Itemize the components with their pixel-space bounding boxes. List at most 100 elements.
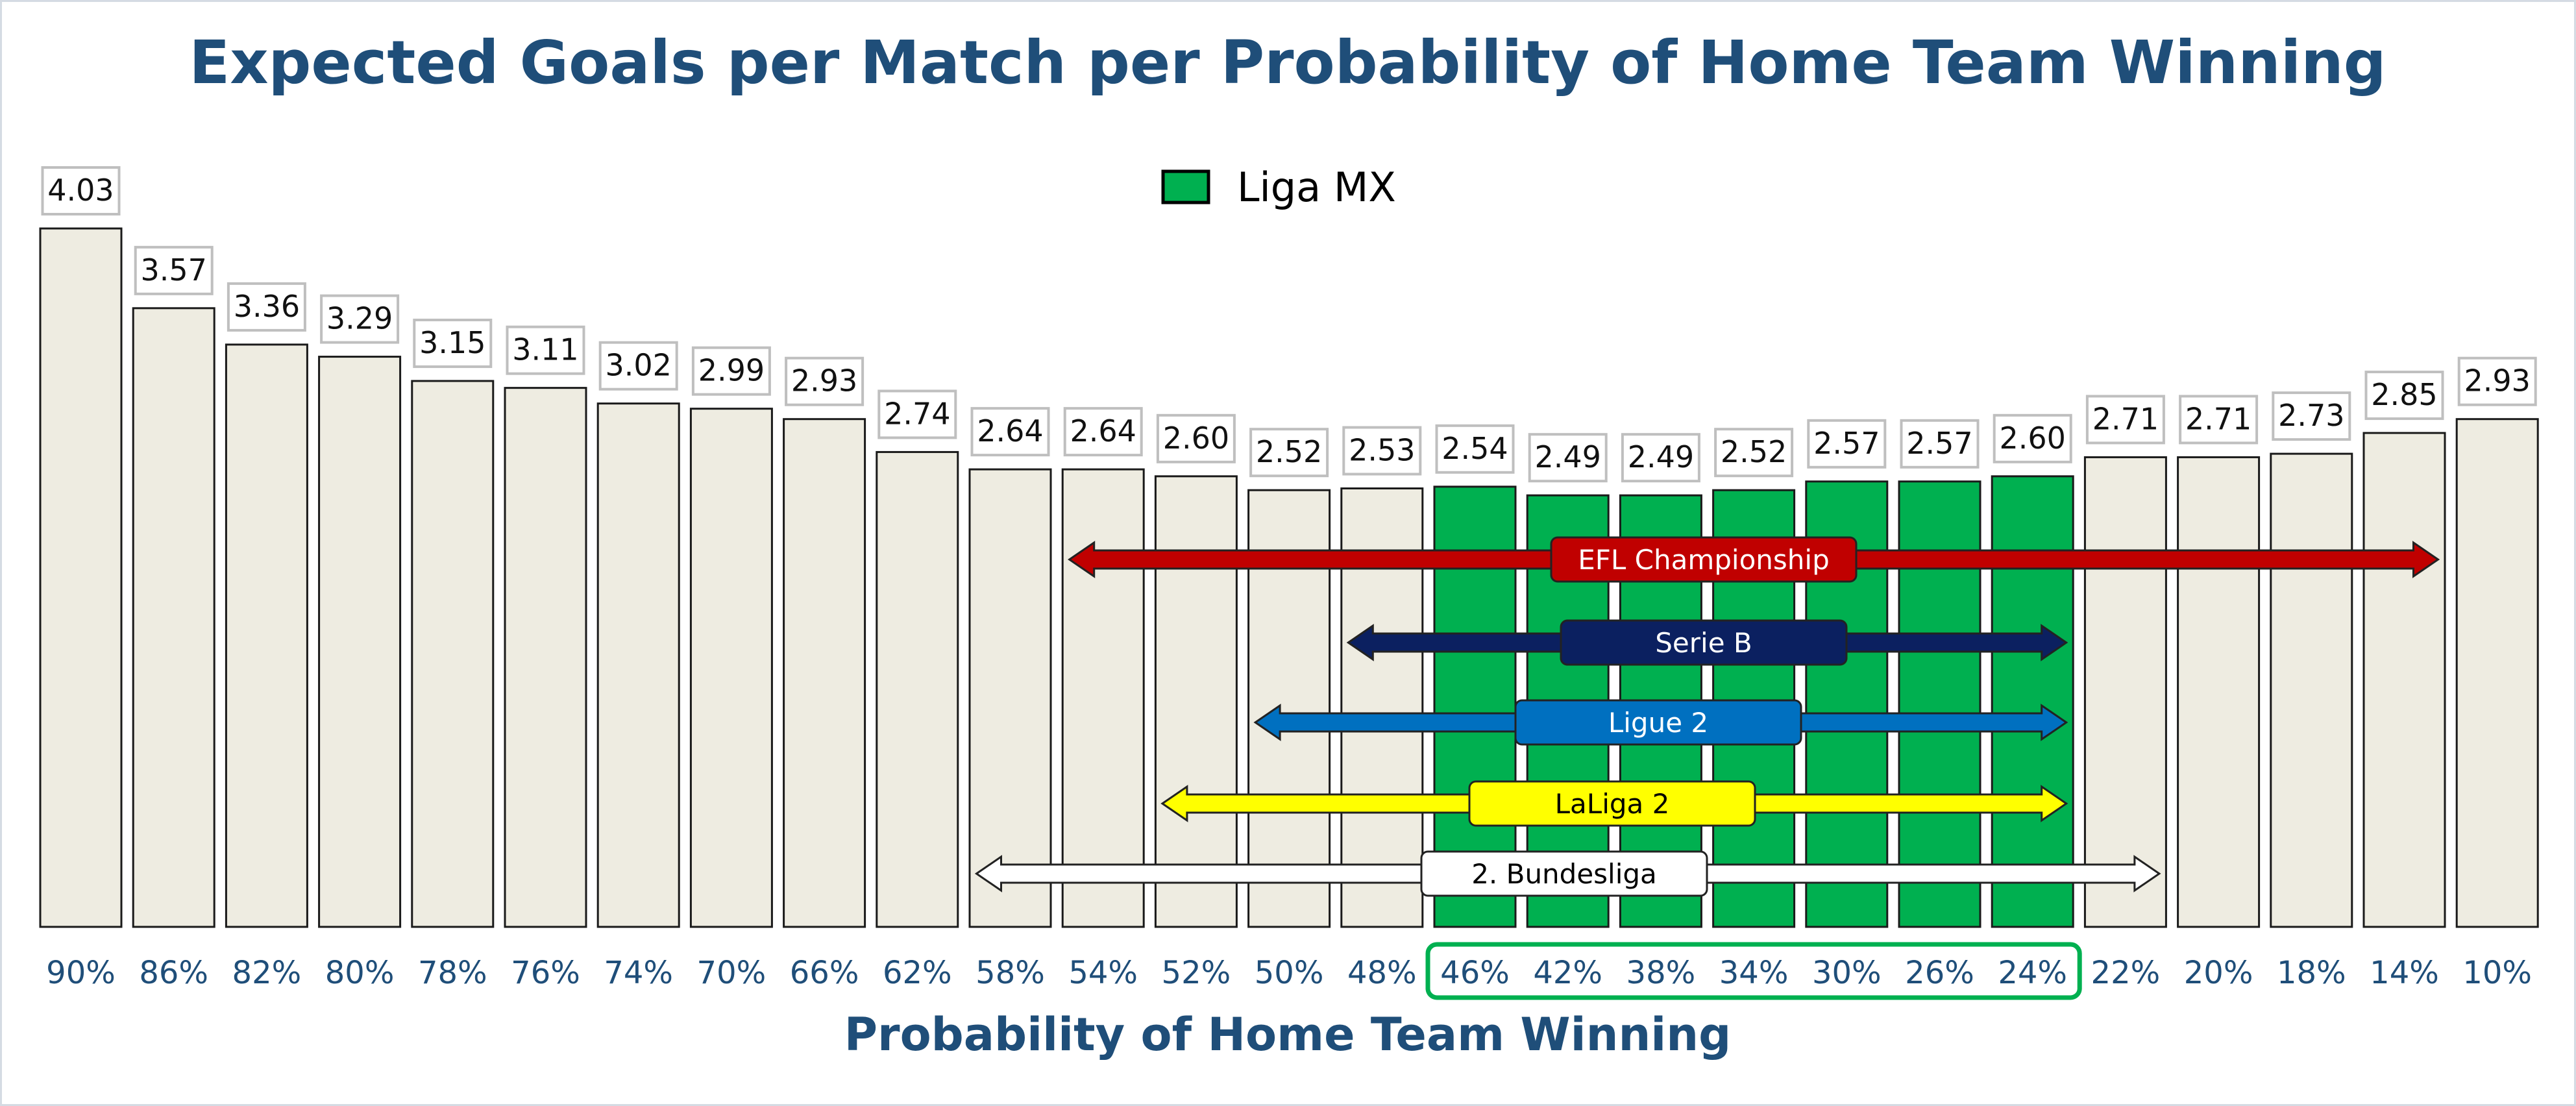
value-label-box <box>506 325 585 375</box>
range-label-box <box>1420 850 1708 897</box>
value-label: 2.64 <box>1070 413 1136 449</box>
value-label-box <box>1528 433 1608 483</box>
bar-78% <box>411 380 495 928</box>
range-label: Ligue 2 <box>1608 707 1708 739</box>
value-label: 2.93 <box>791 363 857 399</box>
x-tick-label: 14% <box>2370 955 2439 991</box>
highlight-bracket <box>1425 942 2082 1000</box>
value-label: 2.71 <box>2185 401 2251 436</box>
bar-18% <box>2270 452 2353 928</box>
value-label: 2.53 <box>1349 432 1415 467</box>
value-label: 2.57 <box>1813 426 1880 461</box>
value-label: 4.03 <box>47 173 114 208</box>
x-tick-label: 42% <box>1533 955 1602 991</box>
value-label-box <box>1063 407 1143 457</box>
bar-86% <box>132 307 215 928</box>
value-label-box <box>320 294 400 344</box>
x-tick-label: 50% <box>1255 955 1324 991</box>
value-label-box <box>691 346 771 396</box>
value-label: 2.93 <box>2464 363 2530 399</box>
bar-74% <box>596 402 680 928</box>
value-label: 2.49 <box>1534 439 1601 474</box>
x-tick-label: 58% <box>975 955 1045 991</box>
x-tick-label: 20% <box>2184 955 2253 991</box>
value-label: 2.54 <box>1441 431 1508 466</box>
x-tick-label: 90% <box>46 955 116 991</box>
value-label-box <box>2364 371 2444 421</box>
range-label-box <box>1550 536 1858 583</box>
x-tick-label: 76% <box>511 955 580 991</box>
value-label-box <box>227 282 306 332</box>
value-label-box <box>2179 395 2259 445</box>
value-label: 3.29 <box>326 301 393 336</box>
value-label-box <box>1900 419 1980 469</box>
x-tick-label: 70% <box>697 955 767 991</box>
bar-76% <box>504 387 587 928</box>
x-tick-label: 80% <box>325 955 395 991</box>
x-tick-label: 46% <box>1440 955 1510 991</box>
x-tick-label: 10% <box>2462 955 2532 991</box>
value-label-box <box>1249 428 1329 478</box>
value-label-box <box>785 356 865 406</box>
value-label: 2.74 <box>884 396 950 431</box>
value-label: 2.52 <box>1721 434 1787 469</box>
x-tick-label: 48% <box>1347 955 1417 991</box>
value-label: 3.57 <box>140 252 206 288</box>
range-label: EFL Championship <box>1578 544 1830 576</box>
value-label-box <box>877 389 957 439</box>
x-tick-label: 34% <box>1719 955 1789 991</box>
value-label: 2.52 <box>1256 434 1322 469</box>
value-label-box <box>2457 356 2537 406</box>
x-tick-label: 54% <box>1068 955 1138 991</box>
value-label: 2.85 <box>2371 377 2437 412</box>
x-tick-label: 78% <box>418 955 487 991</box>
x-tick-label: 26% <box>1905 955 1974 991</box>
range-arrows-group: EFL Championship Serie B Ligue 2 LaLiga 2 2.… <box>974 536 2440 897</box>
range-label: 2. Bundesliga <box>1471 858 1657 890</box>
x-axis-title: Probability of Home Team Winning <box>844 1008 1731 1061</box>
value-label-box <box>413 318 493 368</box>
range-label-box <box>1514 699 1802 746</box>
bar-90% <box>39 227 123 928</box>
legend: Liga MX <box>1161 164 1396 211</box>
range-label-box <box>1468 780 1756 827</box>
bar-22% <box>2083 456 2167 928</box>
range-label: LaLiga 2 <box>1555 788 1670 820</box>
bar-70% <box>689 408 773 928</box>
value-label-box <box>1993 413 2072 463</box>
x-tick-label: 66% <box>790 955 859 991</box>
bar-20% <box>2177 456 2261 928</box>
value-label-box <box>970 407 1050 457</box>
value-label: 3.11 <box>512 332 578 367</box>
value-label-box <box>1621 433 1700 483</box>
value-label: 3.36 <box>234 289 300 324</box>
chart-title: Expected Goals per Match per Probability… <box>189 28 2386 97</box>
value-label: 2.64 <box>977 413 1043 449</box>
bar-24% <box>1991 475 2074 928</box>
x-tick-labels-group: 90% 86% 82% 80% 78% 76% 74% 70% 66% 62% 58% 54% 52% 5… <box>46 955 2532 991</box>
x-tick-label: 22% <box>2091 955 2161 991</box>
bar-66% <box>783 418 866 928</box>
x-tick-label: 52% <box>1162 955 1231 991</box>
bar-52% <box>1154 475 1238 928</box>
value-labels-group: 4.03 3.57 3.36 3.29 3.15 3.11 3.02 2.99 2.93 2.74… <box>41 166 2537 483</box>
value-label-box <box>134 245 214 295</box>
x-tick-label: 38% <box>1626 955 1696 991</box>
legend-swatch <box>1161 169 1210 204</box>
value-label: 2.99 <box>698 353 765 388</box>
highlight-bracket-group <box>1425 942 2082 1000</box>
x-tick-label: 74% <box>604 955 673 991</box>
value-label-box <box>1714 428 1794 478</box>
value-label: 2.71 <box>2092 401 2159 436</box>
value-label-box <box>1342 426 1422 476</box>
value-label: 3.15 <box>419 325 485 360</box>
bar-26% <box>1898 480 1981 928</box>
bar-58% <box>968 468 1052 928</box>
range-label: Serie B <box>1655 627 1752 659</box>
bar-10% <box>2455 418 2539 928</box>
legend-label: Liga MX <box>1237 164 1396 211</box>
bar-14% <box>2362 432 2446 928</box>
x-tick-label: 24% <box>1998 955 2067 991</box>
